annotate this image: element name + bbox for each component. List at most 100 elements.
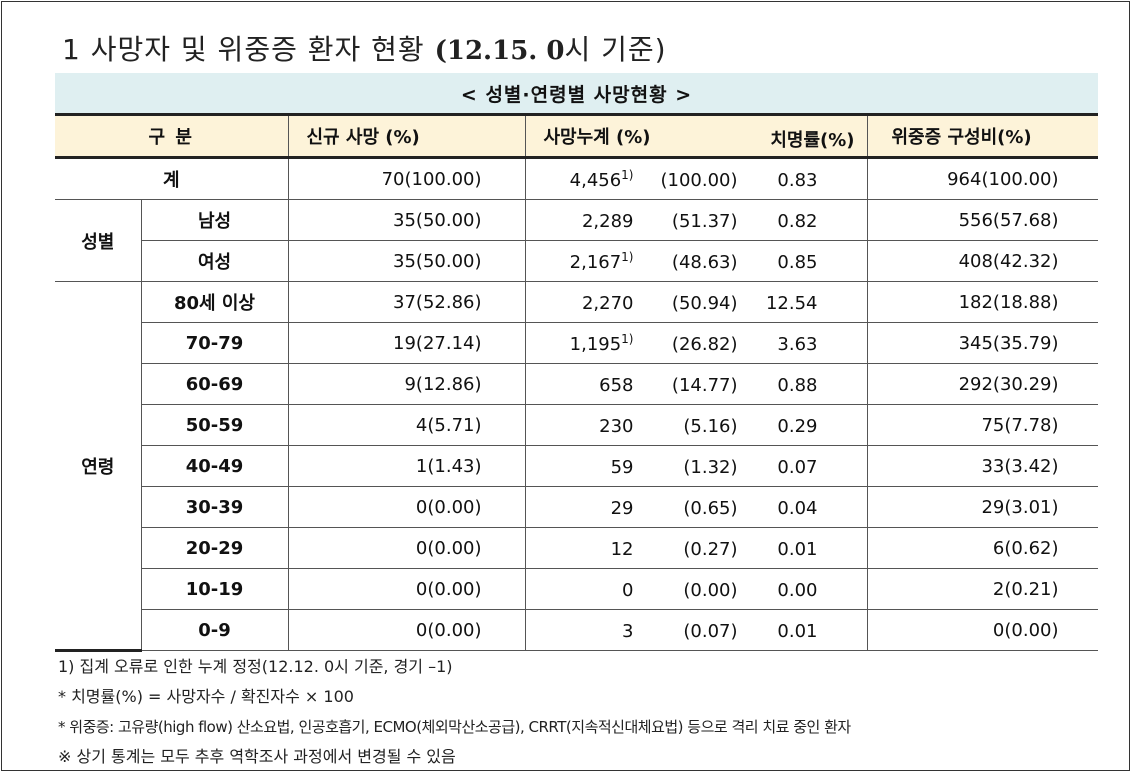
row-cum-pct: (51.37) (671, 210, 738, 232)
page-title: 1 사망자 및 위중증 환자 현황 (12.15. 0시 기준) (62, 28, 667, 68)
row-cum-pct: (50.94) (671, 292, 738, 314)
row-cum: 0 (622, 579, 634, 601)
row-cum: 2,1671) (569, 249, 634, 273)
row-severe: 345(35.79) (958, 332, 1059, 354)
row-new: 37(52.86) (393, 291, 482, 313)
footnote-correction: 1) 집계 오류로 인한 누계 정정(12.12. 0시 기준, 경기 –1) (58, 657, 453, 676)
row-cum: 12 (610, 538, 634, 560)
total-severe: 964(100.00) (947, 168, 1059, 190)
table-row-total: 계 70(100.00) 4,4561) (100.00) 0.83 964(100… (55, 157, 1099, 200)
table-row: 30-39 0(0.00) 29 (0.65) 0.04 29(3.01) (55, 486, 1099, 528)
row-severe: 556(57.68) (958, 209, 1059, 231)
row-cum-pct: (0.27) (683, 538, 738, 560)
row-fatality: 0.01 (777, 538, 818, 560)
table-row: 50-59 4(5.71) 230 (5.16) 0.29 75(7.78) (55, 404, 1099, 446)
row-new: 0(0.00) (415, 619, 482, 641)
row-severe: 33(3.42) (981, 455, 1059, 477)
table-row: 연령 80세 이상 37(52.86) 2,270 (50.94) 12.54 18… (55, 281, 1099, 652)
header-cumulative-label: 사망누계 (%) (543, 127, 651, 148)
row-cum-pct: (1.32) (683, 456, 738, 478)
title-date: (12.15. 0 (434, 36, 565, 66)
row-fatality: 0.85 (777, 251, 818, 273)
header-cumulative: 사망누계 (%) 치명률(%) (524, 114, 867, 159)
total-new: 70(100.00) (381, 168, 482, 190)
header-group: 구 분 (55, 114, 288, 159)
total-cum: 4,4561) (569, 167, 634, 191)
row-cum-pct: (5.16) (683, 415, 738, 437)
row-new: 35(50.00) (393, 250, 482, 272)
row-fatality: 3.63 (777, 333, 818, 355)
footnote-severe-definition: * 위중증: 고유량(high flow) 산소요법, 인공호흡기, ECMO(… (58, 718, 851, 736)
row-label: 0-9 (140, 609, 288, 651)
table-row: 10-19 0(0.00) 0 (0.00) 0.00 2(0.21) (55, 568, 1099, 610)
table-row: 60-69 9(12.86) 658 (14.77) 0.88 292(30.29) (55, 363, 1099, 405)
row-label: 40-49 (140, 445, 288, 487)
row-new: 0(0.00) (415, 496, 482, 518)
total-label: 계 (55, 157, 288, 200)
total-fatality: 0.83 (777, 169, 818, 191)
row-label: 남성 (140, 199, 288, 241)
row-cum: 1,1951) (569, 331, 634, 355)
table-row: 40-49 1(1.43) 59 (1.32) 0.07 33(3.42) (55, 445, 1099, 487)
row-new: 9(12.86) (404, 373, 482, 395)
age-group-label: 연령 (55, 281, 141, 652)
sex-group-label: 성별 (55, 199, 141, 282)
row-severe: 408(42.32) (958, 250, 1059, 272)
row-cum: 3 (622, 620, 634, 642)
row-label: 50-59 (140, 404, 288, 446)
row-severe: 29(3.01) (981, 496, 1059, 518)
row-cum-pct: (0.65) (683, 497, 738, 519)
row-severe: 292(30.29) (958, 373, 1059, 395)
row-severe: 2(0.21) (992, 578, 1059, 600)
row-cum: 2,270 (581, 292, 634, 314)
footnotes: 1) 집계 오류로 인한 누계 정정(12.12. 0시 기준, 경기 –1) … (58, 652, 851, 772)
row-fatality: 0.82 (777, 210, 818, 232)
row-cum: 59 (610, 456, 634, 478)
table-row: 0-9 0(0.00) 3 (0.07) 0.01 0(0.00) (55, 609, 1099, 651)
title-suffix: 시 기준) (564, 33, 667, 66)
row-fatality: 0.00 (777, 579, 818, 601)
total-cum-pct: (100.00) (660, 169, 738, 191)
row-cum-pct: (48.63) (671, 251, 738, 273)
row-cum: 230 (599, 415, 634, 437)
table-row: 70-79 19(27.14) 1,1951) (26.82) 3.63 345(3… (55, 322, 1099, 364)
table-banner-row: < 성별·연령별 사망현황 > (55, 73, 1099, 116)
header-severe: 위중증 구성비(%) (866, 114, 1099, 159)
table-row: 여성 35(50.00) 2,1671) (48.63) 0.85 408(42.3… (55, 240, 1099, 282)
row-label: 여성 (140, 240, 288, 282)
row-new: 0(0.00) (415, 578, 482, 600)
row-new: 0(0.00) (415, 537, 482, 559)
row-cum: 658 (599, 374, 634, 396)
row-new: 35(50.00) (393, 209, 482, 231)
row-cum-pct: (0.00) (683, 579, 738, 601)
row-new: 1(1.43) (415, 455, 482, 477)
row-fatality: 12.54 (765, 292, 818, 314)
row-fatality: 0.88 (777, 374, 818, 396)
row-cum-pct: (14.77) (671, 374, 738, 396)
header-new-deaths: 신규 사망 (%) (287, 114, 525, 159)
row-label: 20-29 (140, 527, 288, 569)
table-header-row: 구 분 신규 사망 (%) 사망누계 (%) 치명률(%) 위중증 구성비(%) (55, 114, 1099, 159)
footnote-fatality-definition: * 치명률(%) = 사망자수 / 확진자수 × 100 (58, 687, 354, 706)
table-banner: < 성별·연령별 사망현황 > (55, 73, 1099, 116)
table-row: 성별 남성 35(50.00) 2,289 (51.37) 0.82 556(57.… (55, 199, 1099, 282)
row-fatality: 0.04 (777, 497, 818, 519)
row-label: 10-19 (140, 568, 288, 610)
row-new: 4(5.71) (415, 414, 482, 436)
header-fatality: 치명률(%) (770, 130, 855, 151)
footnote-disclaimer: ※ 상기 통계는 모두 추후 역학조사 과정에서 변경될 수 있음 (58, 747, 456, 766)
row-cum: 2,289 (581, 210, 634, 232)
row-fatality: 0.01 (777, 620, 818, 642)
row-cum: 29 (610, 497, 634, 519)
row-severe: 0(0.00) (992, 619, 1059, 641)
row-cum-pct: (26.82) (671, 333, 738, 355)
row-label: 30-39 (140, 486, 288, 528)
row-new: 19(27.14) (393, 332, 482, 354)
row-label: 70-79 (140, 322, 288, 364)
death-status-table: < 성별·연령별 사망현황 > 구 분 신규 사망 (%) 사망누계 (%) 치명… (55, 73, 1099, 652)
row-severe: 6(0.62) (992, 537, 1059, 559)
row-fatality: 0.29 (777, 415, 818, 437)
table-row: 20-29 0(0.00) 12 (0.27) 0.01 6(0.62) (55, 527, 1099, 569)
row-severe: 75(7.78) (981, 414, 1059, 436)
